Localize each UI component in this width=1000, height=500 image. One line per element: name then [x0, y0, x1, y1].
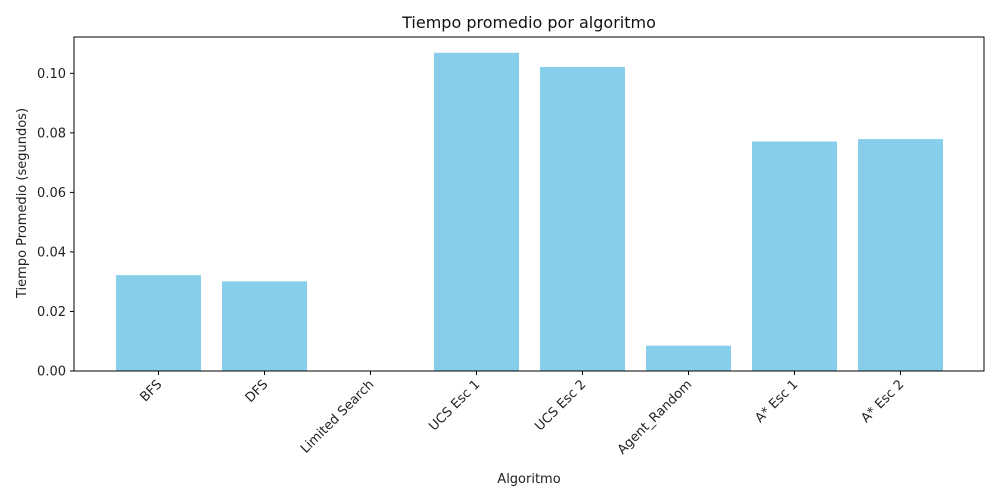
x-tick-label: Agent_Random: [615, 377, 695, 457]
y-tick-label: 0.02: [37, 305, 66, 320]
plot-frame: [73, 36, 985, 372]
y-tick-label: 0.00: [37, 365, 66, 380]
x-tick-label: A* Esc 1: [752, 377, 801, 426]
y-axis-ticks: 0.00 0.02 0.04 0.06 0.08 0.10: [37, 67, 74, 380]
bar-5: [646, 345, 731, 371]
x-axis-title: Algoritmo: [497, 472, 560, 487]
y-tick-label: 0.04: [37, 245, 66, 260]
x-axis-ticks: BFS DFS Limited Search UCS Esc 1 UCS Esc 2 Ag…: [137, 371, 907, 458]
x-tick-label: UCS Esc 1: [426, 377, 483, 434]
x-tick-label: Limited Search: [298, 377, 377, 456]
bar-3: [434, 52, 519, 371]
y-tick-label: 0.08: [37, 126, 66, 141]
y-axis-title: Tiempo Promedio (segundos): [15, 108, 30, 299]
bar-4: [540, 67, 625, 372]
chart-title: Tiempo promedio por algoritmo: [401, 13, 656, 32]
bars-group: [116, 52, 943, 372]
bar-7: [858, 139, 943, 371]
x-tick-label: UCS Esc 2: [532, 377, 589, 434]
x-tick-label: DFS: [243, 377, 272, 406]
bar-1: [222, 281, 307, 371]
x-tick-label: BFS: [137, 377, 165, 405]
bar-0: [116, 275, 201, 371]
y-tick-label: 0.10: [37, 67, 66, 82]
x-tick-label: A* Esc 2: [858, 377, 907, 426]
y-tick-label: 0.06: [37, 186, 66, 201]
bar-6: [752, 141, 837, 371]
